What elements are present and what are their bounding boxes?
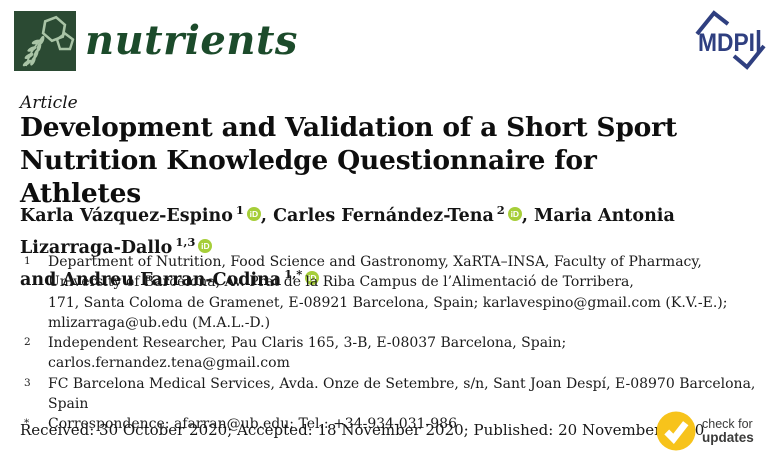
author-separator: , [260,206,274,226]
journal-brand: nutrients [14,11,298,71]
author-affil-sup: 1 [235,203,244,217]
affiliation-row: 171, Santa Coloma de Gramenet, E-08921 B… [20,293,765,313]
article-title-line1: Development and Validation of a Short Sp… [20,112,677,143]
and-label: and [20,270,63,290]
affiliation-marker [20,272,48,292]
author-name: Andreu Farran-Codina [62,270,282,290]
check-for-updates-label: check for updates [702,417,754,446]
affiliation-marker: 3 [24,376,31,389]
check-for-updates-badge[interactable]: check for updates [656,411,754,451]
affiliation-row: University of Barcelona, Av. Prat de la … [20,272,765,292]
author-separator: , [521,206,534,226]
affiliation-text: University of Barcelona, Av. Prat de la … [48,274,634,291]
orcid-icon[interactable]: iD [507,207,522,221]
author-line-1: Karla Vázquez-Espino 1 iD, Carles Fernánde… [20,197,770,261]
author-name: Karla Vázquez-Espino [20,206,233,226]
orcid-icon[interactable]: iD [198,239,213,253]
affiliation-text: FC Barcelona Medical Services, Avda. Onz… [48,375,756,413]
crossmark-check-icon [656,411,696,451]
affiliation-marker: 2 [24,336,31,349]
article-type-label: Article [20,93,78,113]
nutrients-logo-icon [14,11,76,71]
affiliation-marker [20,293,48,313]
journal-name: nutrients [85,17,298,64]
author-affil-sup: 1,* [284,267,303,281]
mdpi-logo: MDPI [695,10,766,70]
affiliation-text: Department of Nutrition, Food Science an… [48,254,702,270]
affiliation-row: 2 Independent Researcher, Pau Claris 165… [20,333,765,374]
author-name: Maria Antonia Lizarraga-Dallo [20,206,675,258]
affiliation-text: 171, Santa Coloma de Gramenet, E-08921 B… [48,294,728,311]
badge-label-line2: updates [702,430,754,445]
correspondence-marker: * [24,417,30,430]
affiliation-row: 3 FC Barcelona Medical Services, Avda. O… [20,374,765,415]
orcid-icon[interactable]: iD [305,271,320,285]
affiliation-marker [20,313,48,333]
badge-label-line1: check for [702,416,753,431]
author-affil-sup: 1,3 [175,235,196,249]
author-line-2: and Andreu Farran-Codina 1,* iD [20,261,770,293]
affiliation-row: 1 Department of Nutrition, Food Science … [20,252,765,272]
affiliation-text: mlizarraga@ub.edu (M.A.L.-D.) [48,314,271,331]
author-name: Carles Fernández-Tena [273,206,494,226]
author-affil-sup: 2 [496,203,505,217]
mdpi-logo-text: MDPI [698,29,755,57]
affiliations-block: 1 Department of Nutrition, Food Science … [20,252,765,435]
affiliation-marker: 1 [24,255,31,267]
author-list: Karla Vázquez-Espino 1 iD, Carles Fernánde… [20,197,770,293]
correspondence-text: Correspondence: afarran@ub.edu; Tel.: +3… [48,416,457,433]
orcid-icon[interactable]: iD [246,207,261,221]
article-dates: Received: 30 October 2020; Accepted: 18 … [20,421,705,439]
article-title: Development and Validation of a Short Sp… [20,111,720,210]
article-title-line2: Nutrition Knowledge Questionnaire for At… [20,145,597,209]
affiliation-text: Independent Researcher, Pau Claris 165, … [48,335,567,372]
affiliation-row: mlizarraga@ub.edu (M.A.L.-D.) [20,313,765,333]
affiliation-row: * Correspondence: afarran@ub.edu; Tel.: … [20,414,765,434]
